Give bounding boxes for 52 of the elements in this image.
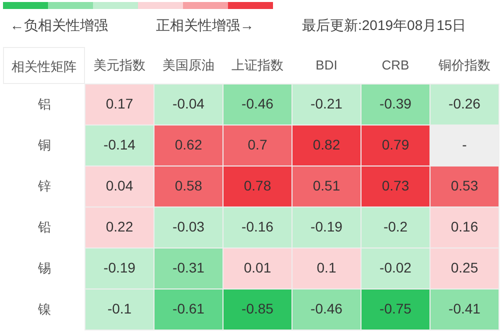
data-label: 0.58	[174, 178, 202, 194]
text: 最后更新:2019年08月15日	[302, 17, 466, 35]
data-label: -0.03	[172, 218, 205, 234]
x-tick-label: 美元指数	[94, 58, 146, 72]
data-label: 0.7	[248, 136, 268, 152]
data-label: 0.01	[244, 260, 272, 276]
y-tick-label: 铝	[37, 96, 51, 112]
data-label: 0.82	[312, 136, 340, 152]
data-label: 0.25	[450, 260, 478, 276]
data-label: 0.78	[244, 178, 272, 194]
data-label: -0.39	[380, 96, 412, 112]
annotation: -	[462, 136, 468, 152]
data-label: -0.19	[310, 218, 343, 234]
data-label: 0.51	[312, 178, 340, 194]
data-label: -0.41	[448, 300, 481, 316]
x-tick-label: 上证指数	[232, 58, 284, 72]
x-tick-label: 铜价指数	[438, 58, 490, 72]
data-label: -0.21	[310, 96, 343, 112]
y-tick-label: 锡	[37, 260, 51, 276]
x-tick-label: CRB	[382, 58, 410, 72]
data-label: 0.62	[174, 136, 202, 152]
data-label: -0.61	[172, 300, 205, 316]
y-tick-label: 铜	[37, 138, 51, 152]
data-label: -0.14	[104, 136, 136, 152]
text: ←负相关性增强	[10, 17, 108, 35]
data-label: 0.1	[316, 260, 336, 276]
data-label: -0.46	[242, 96, 274, 112]
data-label: -0.2	[383, 218, 408, 234]
data-label: 0.53	[450, 178, 478, 194]
data-label: 0.16	[450, 218, 478, 234]
data-label: 0.04	[106, 178, 134, 194]
x-tick-label: 美国原油	[162, 58, 214, 72]
y-tick-label: 锌	[37, 178, 51, 194]
y-axis-title: 相关性矩阵	[3, 47, 85, 84]
y-tick-label: 镍	[37, 302, 51, 316]
y-tick-label: 铅	[37, 220, 51, 234]
data-label: -0.85	[242, 300, 274, 316]
data-label: 0.22	[106, 218, 134, 234]
data-label: -0.1	[107, 300, 132, 316]
data-label: -0.19	[104, 260, 136, 276]
data-label: 0.73	[382, 178, 410, 194]
x-tick-label: BDI	[316, 58, 338, 72]
data-label: -0.02	[380, 260, 412, 276]
data-label: 0.17	[106, 96, 134, 112]
data-label: -0.16	[242, 218, 274, 234]
data-label: -0.75	[380, 300, 412, 316]
data-label: -0.04	[172, 96, 205, 112]
data-label: -0.46	[310, 300, 343, 316]
data-label: -0.26	[448, 96, 481, 112]
text: 正相关性增强→	[156, 17, 254, 35]
data-label: -0.31	[172, 260, 205, 276]
data-label: 0.79	[382, 136, 410, 152]
